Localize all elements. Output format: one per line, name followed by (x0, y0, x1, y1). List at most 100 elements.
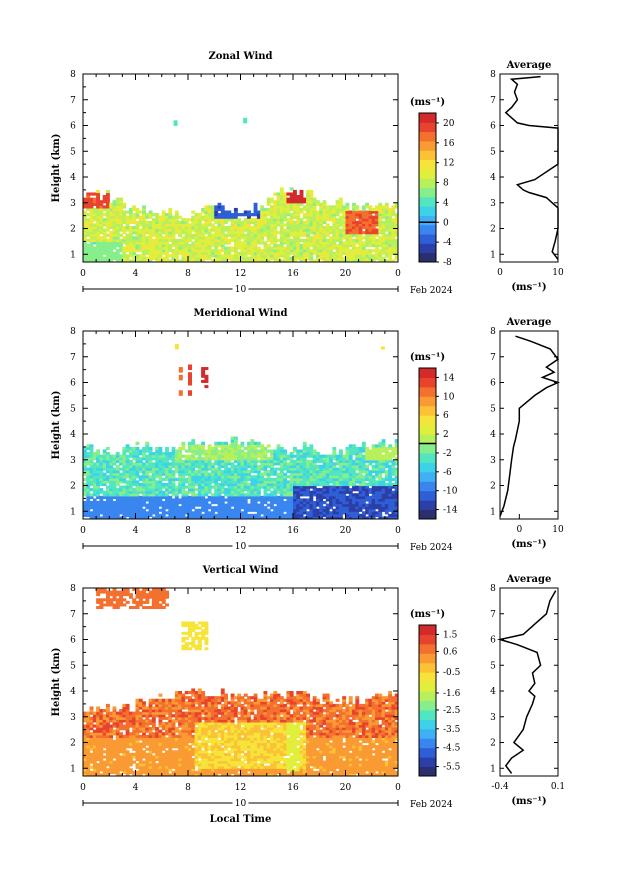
heatmap-cell (309, 205, 314, 209)
heatmap-cell (155, 259, 160, 262)
heatmap-cell (214, 236, 219, 240)
heatmap-cell (161, 243, 166, 248)
heatmap-cell (92, 259, 97, 262)
heatmap-cell (115, 457, 120, 461)
heatmap-cell (194, 513, 199, 518)
heatmap-cell (115, 215, 120, 219)
heatmap-cell (365, 236, 370, 240)
heatmap-cell (256, 513, 261, 518)
heatmap-cell (151, 470, 156, 474)
heatmap-cell (335, 485, 340, 489)
average-x-label: (ms⁻¹) (511, 539, 546, 550)
heatmap-cell (240, 516, 245, 519)
heatmap-cell (286, 480, 291, 484)
heatmap-cell (102, 495, 107, 499)
heatmap-cell (119, 488, 123, 492)
heatmap-cell (105, 254, 110, 258)
heatmap-cell (220, 243, 225, 248)
heatmap-cell (247, 493, 251, 497)
heatmap-cell (253, 225, 258, 230)
heatmap-cell (142, 213, 146, 217)
heatmap-cell (293, 249, 297, 253)
heatmap-cell (191, 449, 196, 453)
heatmap-cell (325, 498, 330, 502)
heatmap-cell (368, 482, 373, 487)
heatmap-cell (338, 220, 343, 224)
heatmap-cell (266, 233, 271, 237)
heatmap-cell (286, 236, 291, 240)
heatmap-cell (135, 259, 140, 262)
heatmap-cell (368, 243, 373, 248)
heatmap-cell (378, 464, 383, 469)
heatmap-cell (89, 470, 94, 474)
heatmap-cell (253, 477, 258, 481)
heatmap-cell (306, 467, 311, 471)
heatmap-cell (240, 475, 245, 479)
heatmap-cell (122, 454, 127, 458)
heatmap-cell (279, 246, 284, 250)
heatmap-cell (207, 490, 212, 494)
heatmap-cell (83, 452, 87, 456)
heatmap-cell (345, 480, 350, 484)
heatmap-cell (99, 243, 104, 248)
heatmap-cell (122, 480, 127, 484)
heatmap-cell (253, 457, 258, 461)
heatmap-cell (125, 485, 130, 489)
heatmap-cell (105, 192, 110, 196)
heatmap-cell (283, 480, 288, 484)
heatmap-cell (83, 210, 87, 214)
heatmap-cell (319, 238, 324, 242)
heatmap-cell (286, 233, 291, 237)
heatmap-cell (365, 223, 370, 227)
heatmap-cell (227, 452, 232, 456)
heatmap-cell (361, 482, 366, 487)
heatmap-cell (115, 503, 120, 507)
heatmap-cell (279, 485, 284, 489)
heatmap-cell (329, 218, 333, 222)
heatmap-cell (276, 205, 281, 209)
colorbar-swatch (419, 206, 436, 216)
heatmap-cell (168, 249, 173, 253)
heatmap-cell (302, 228, 307, 232)
heatmap-cell (237, 241, 242, 245)
heatmap-cell (109, 500, 114, 505)
heatmap-cell (338, 249, 343, 253)
heatmap-cell (92, 472, 97, 476)
heatmap-cell (256, 231, 261, 235)
heatmap-cell (142, 485, 146, 489)
colorbar-tick-label: 14 (443, 373, 455, 383)
heatmap-cell (122, 470, 127, 474)
heatmap-cell (253, 464, 258, 469)
heatmap-cell (181, 472, 186, 476)
heatmap-cell (375, 500, 379, 505)
heatmap-cell (86, 238, 91, 242)
heatmap-cell (220, 498, 225, 502)
x-tick-label: 0 (395, 526, 401, 536)
heatmap-cell (348, 218, 353, 222)
heatmap-cell (214, 480, 219, 484)
heatmap-cell (191, 500, 196, 505)
heatmap-cell (270, 511, 274, 515)
heatmap-cell (329, 210, 333, 214)
heatmap-cell (158, 254, 163, 258)
heatmap-cell (279, 205, 284, 209)
heatmap-cell (233, 210, 238, 214)
heatmap-cell (276, 251, 281, 255)
heatmap-cell (375, 459, 379, 463)
heatmap-cell (296, 207, 301, 212)
heatmap-cell (263, 218, 268, 222)
heatmap-cell (230, 480, 235, 484)
heatmap-cell (394, 488, 398, 492)
heatmap-cell (342, 475, 347, 479)
average-x-tick-label: 0 (497, 268, 503, 278)
heatmap-cell (217, 508, 222, 512)
heatmap-cell (128, 475, 133, 479)
heatmap-cell (263, 259, 268, 262)
heatmap-cell (96, 228, 101, 232)
heatmap-cell (112, 236, 117, 240)
heatmap-cell (371, 449, 376, 453)
y-tick-label: 7 (70, 353, 76, 363)
heatmap-cell (322, 495, 327, 499)
heatmap-cell (329, 506, 333, 510)
heatmap-cell (135, 249, 140, 253)
